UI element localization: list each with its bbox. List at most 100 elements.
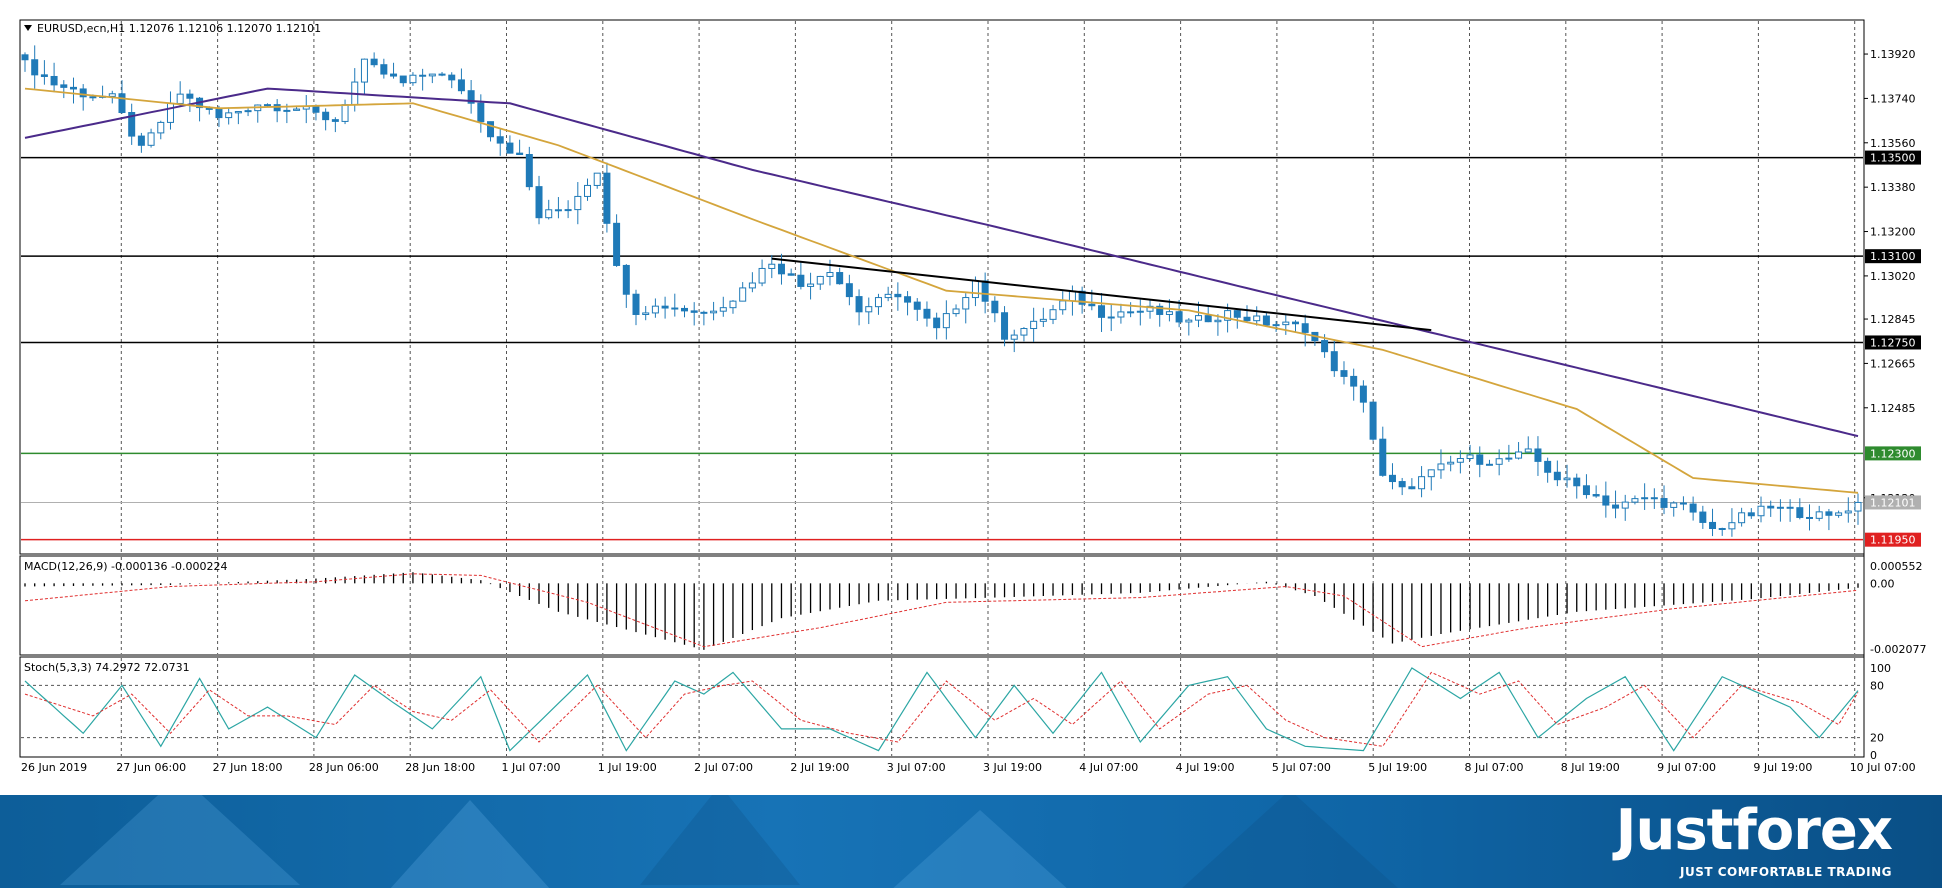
candle-body — [225, 112, 233, 119]
candle-body — [1418, 476, 1426, 490]
level-label-box — [1865, 150, 1921, 165]
candle-body — [884, 293, 892, 299]
candle-body — [545, 209, 553, 219]
brand-logo-text: Justforex — [1615, 798, 1893, 863]
candle-body — [904, 296, 912, 303]
candle-body — [1427, 469, 1435, 478]
candle-body — [671, 307, 679, 310]
candle-body — [370, 58, 378, 66]
candle-body — [128, 112, 136, 137]
brand-footer: Justforex JUST COMFORTABLE TRADING — [0, 795, 1942, 888]
candle-body — [1699, 511, 1707, 523]
candle-body — [962, 297, 970, 310]
candle-body — [1001, 312, 1009, 340]
horizontal-levels — [21, 156, 1863, 541]
candle-body — [1156, 305, 1164, 315]
candle-body — [981, 280, 989, 302]
price-tick-label: 1.13200 — [1870, 226, 1916, 239]
stoch-tick-label: 20 — [1870, 732, 1884, 745]
candle-body — [419, 74, 427, 77]
time-tick-label: 26 Jun 2019 — [21, 761, 87, 774]
candle-body — [21, 54, 29, 61]
time-tick-label: 8 Jul 19:00 — [1561, 761, 1620, 774]
candle-body — [1466, 454, 1474, 460]
macd-indicator: 0.000552 0.00 -0.002077 — [24, 560, 1926, 656]
candle-body — [1214, 319, 1222, 323]
candle-body — [1253, 315, 1261, 322]
candle-body — [1689, 503, 1697, 513]
candle-body — [1621, 501, 1629, 509]
candle-body — [1224, 310, 1232, 321]
candle-body — [1612, 504, 1620, 509]
candle-body — [1010, 334, 1018, 340]
fast-moving-average — [24, 87, 1859, 494]
stoch-tick-label: 0 — [1870, 749, 1877, 762]
candle-body — [894, 293, 902, 298]
candle-body — [923, 308, 931, 319]
candle-body — [836, 272, 844, 285]
candle-body — [1728, 522, 1736, 530]
time-tick-label: 27 Jun 18:00 — [213, 761, 283, 774]
candle-body — [1272, 324, 1280, 327]
time-tick-label: 28 Jun 18:00 — [405, 761, 475, 774]
candle-body — [1330, 351, 1338, 372]
candle-body — [293, 108, 301, 111]
stoch-main-line — [24, 667, 1859, 752]
price-tick-label: 1.12845 — [1870, 313, 1916, 326]
stoch-panel-frame — [19, 656, 1865, 758]
time-axis-labels: 26 Jun 2019 27 Jun 06:00 27 Jun 18:00 28 Ju… — [21, 761, 1916, 774]
candle-body — [118, 93, 126, 114]
candle-body — [797, 274, 805, 287]
macd-signal-line — [24, 573, 1859, 648]
stochastic-indicator: 100 80 20 0 — [21, 662, 1891, 762]
candle-body — [1282, 321, 1290, 326]
candle-body — [60, 84, 68, 88]
candle-body — [331, 119, 339, 122]
candle-body — [1815, 511, 1823, 519]
candle-body — [1476, 454, 1484, 465]
candle-body — [1437, 463, 1445, 471]
candle-body — [768, 263, 776, 269]
trendline[interactable] — [771, 257, 1432, 332]
candle-body — [971, 280, 979, 299]
candle-body — [1059, 300, 1067, 311]
candle-body — [816, 275, 824, 285]
candle-body — [390, 73, 398, 77]
candle-body — [1786, 506, 1794, 509]
candle-body — [991, 300, 999, 314]
trading-chart[interactable]: 1.13920 1.13740 1.13560 1.13380 1.13200 1.130… — [0, 0, 1942, 795]
candle-body — [137, 135, 145, 146]
candle-body — [457, 79, 465, 92]
candle-body — [593, 172, 601, 186]
candle-body — [1020, 328, 1028, 336]
level-label-text: 1.13500 — [1870, 152, 1916, 165]
dropdown-triangle-icon[interactable] — [24, 25, 32, 31]
candle-body — [554, 209, 562, 212]
time-tick-label: 5 Jul 19:00 — [1368, 761, 1427, 774]
candle-body — [1350, 375, 1358, 387]
candle-body — [1515, 451, 1523, 459]
candle-body — [564, 209, 572, 212]
candle-body — [147, 132, 155, 146]
candle-body — [1098, 305, 1106, 318]
time-tick-label: 9 Jul 07:00 — [1657, 761, 1716, 774]
candle-body — [1495, 458, 1503, 465]
stoch-tick-label: 80 — [1870, 679, 1884, 692]
candle-body — [1592, 494, 1600, 497]
candle-body — [428, 73, 436, 77]
time-tick-label: 10 Jul 07:00 — [1850, 761, 1916, 774]
candle-body — [1806, 516, 1814, 519]
level-label-text: 1.13100 — [1870, 250, 1916, 263]
price-tick-label: 1.12665 — [1870, 357, 1916, 370]
candle-body — [1359, 385, 1367, 403]
candle-body — [574, 195, 582, 211]
candle-body — [1650, 497, 1658, 500]
candle-body — [1505, 457, 1513, 460]
price-tick-label: 1.13920 — [1870, 48, 1916, 61]
time-tick-label: 8 Jul 07:00 — [1465, 761, 1524, 774]
candle-body — [467, 90, 475, 104]
time-tick-label: 4 Jul 07:00 — [1079, 761, 1138, 774]
candle-body — [1369, 401, 1377, 440]
candle-body — [1039, 318, 1047, 322]
macd-tick-label: -0.002077 — [1870, 643, 1926, 656]
